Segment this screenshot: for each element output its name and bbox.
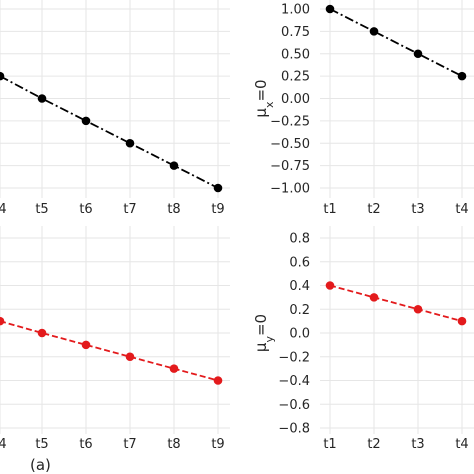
panel-top-right: 1.00 0.75 0.50 0.25 0.00 −0.25 −0.50 −0.75 −1.00… [252,0,474,217]
x-tick-label: t1 [323,202,336,217]
data-point [81,340,91,350]
data-point [413,304,423,314]
x-tick-label: t3 [411,202,424,217]
y-tick-label: 0.25 [281,70,310,85]
data-point [169,161,179,170]
y-tick-label: −0.25 [270,114,310,129]
panel-bottom-right: 0.8 0.6 0.4 0.2 0.0 −0.2 −0.4 −0.6 −0.8 t1 t2 t3 t4 μ… [252,226,474,452]
data-point [369,293,379,302]
y-tick-label: 0.4 [289,279,310,294]
y-tick-label: 0.8 [289,232,310,247]
y-tick-label: 0.6 [289,255,310,270]
y-tick-label: 0.00 [281,92,310,107]
y-tick-label: 0.0 [289,327,310,342]
y-axis-label: μy=0 [252,314,276,352]
data-point [325,281,335,290]
x-tick-label: t4 [455,202,468,217]
x-tick-label: t5 [35,202,48,217]
y-tick-label: 0.2 [289,303,310,318]
y-tick-label: −0.75 [270,159,310,174]
data-point [213,376,223,385]
x-tick-label: t3 [411,437,424,452]
y-tick-label: −0.2 [278,350,310,365]
x-tick-label: t4 [455,437,468,452]
panel-bottom-left: t4 t5 t6 t7 t8 t9 [0,226,230,452]
data-point [457,316,467,326]
data-point [125,138,135,148]
series-line [0,320,219,382]
x-tick-label: t2 [367,202,380,217]
data-point [325,4,335,14]
y-tick-label: −0.4 [278,374,310,389]
data-point [369,27,379,36]
x-tick-label: t9 [211,437,224,452]
y-tick-label: −1.00 [270,182,310,197]
y-tick-label: 1.00 [281,3,310,18]
data-point [81,116,91,126]
x-tick-label: t4 [0,202,7,217]
data-point [0,316,5,326]
series-line [329,284,463,322]
x-tick-label: t6 [79,202,92,217]
series-line [0,75,219,189]
data-point [457,71,467,81]
x-tick-label: t1 [323,437,336,452]
data-point [0,71,5,81]
x-tick-label: t4 [0,437,7,452]
x-tick-label: t8 [167,202,180,217]
data-point [37,328,47,338]
y-tick-label: 0.75 [281,25,310,40]
y-tick-label: −0.50 [270,137,310,152]
y-tick-label: 0.50 [281,47,310,62]
x-tick-label: t9 [211,202,224,217]
y-tick-label: −0.8 [278,422,310,437]
x-tick-label: t6 [79,437,92,452]
y-tick-label: −0.6 [278,398,310,413]
data-point [169,364,179,373]
x-tick-label: t7 [123,202,136,217]
data-point [213,183,223,193]
panel-label: (a) [30,456,51,474]
x-tick-label: t8 [167,437,180,452]
x-tick-label: t5 [35,437,48,452]
x-tick-label: t2 [367,437,380,452]
panel-top-left: t4 t5 t6 t7 t8 t9 [0,0,230,217]
y-axis-label: μx=0 [252,79,276,117]
series-line [329,8,463,77]
x-tick-label: t7 [123,437,136,452]
data-point [37,94,47,103]
data-point [413,49,423,59]
data-point [125,352,135,362]
